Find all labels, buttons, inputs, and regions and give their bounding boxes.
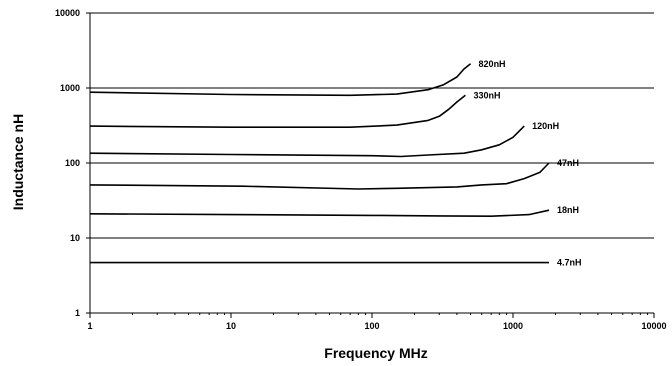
series-label-4-7nh: 4.7nH (557, 258, 582, 268)
y-tick-label: 100 (65, 158, 80, 168)
y-tick-label: 10000 (55, 8, 80, 18)
series-label-18nh: 18nH (557, 205, 579, 215)
series-lines (89, 63, 550, 264)
grid-lines (90, 12, 654, 239)
series-label-47nh: 47nH (557, 158, 579, 168)
series-line-820nh (89, 63, 472, 97)
x-tick-label: 10 (226, 321, 236, 331)
y-tick-label: 1000 (60, 83, 80, 93)
series-line-18nh (89, 209, 550, 217)
y-tick-labels: 1 10 100 1000 10000 (55, 8, 80, 318)
series-line-47nh (89, 162, 550, 190)
series-line-120nh (89, 125, 525, 158)
x-axis-title: Frequency MHz (324, 345, 427, 361)
series-labels: 820nH 330nH 120nH 47nH 18nH 4.7nH (473, 59, 581, 268)
x-tick-label: 10000 (641, 321, 666, 331)
series-label-120nh: 120nH (532, 121, 559, 131)
x-tick-label: 1000 (503, 321, 523, 331)
y-tick-label: 10 (70, 233, 80, 243)
y-axis-title: Inductance nH (10, 114, 26, 210)
series-line-330nh (89, 94, 466, 128)
series-label-820nh: 820nH (479, 59, 506, 69)
series-label-330nh: 330nH (473, 90, 500, 100)
x-tick-labels: 1 10 100 1000 10000 (87, 321, 666, 331)
x-tick-label: 100 (364, 321, 379, 331)
y-tick-label: 1 (75, 308, 80, 318)
x-tick-label: 1 (87, 321, 92, 331)
